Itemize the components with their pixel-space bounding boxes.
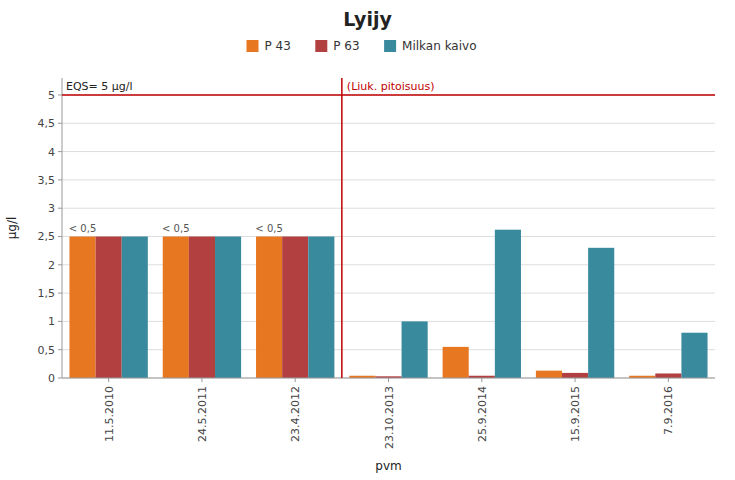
y-tick-label: 1 [48, 315, 55, 328]
y-tick-label: 4 [48, 146, 55, 159]
annotation: < 0,5 [162, 223, 189, 234]
y-tick-label: 2 [48, 259, 55, 272]
y-tick [58, 293, 62, 294]
reference-line [62, 94, 715, 96]
bar [215, 236, 241, 378]
legend-swatch [247, 40, 259, 52]
bar [308, 236, 334, 378]
y-axis-line [62, 78, 63, 378]
legend-label: Milkan kaivo [402, 39, 476, 53]
x-tick-label: 11.5.2010 [103, 386, 116, 442]
grid-line [62, 236, 715, 237]
y-tick [58, 123, 62, 124]
chart: Lyijy P 43 P 63 Milkan kaivo 0 0,5 1 1,5 2 2,5 3 3,… [0, 0, 735, 480]
legend-swatch [384, 40, 396, 52]
annotation: < 0,5 [255, 223, 282, 234]
grid [62, 95, 715, 378]
legend-label: P 43 [265, 39, 291, 53]
y-tick [58, 236, 62, 237]
x-tick [108, 378, 109, 382]
bar [256, 236, 282, 378]
y-tick-label: 1,5 [38, 287, 56, 300]
title: Lyijy [343, 8, 392, 30]
x-tick [295, 378, 296, 382]
grid-line [62, 123, 715, 124]
bar [562, 373, 588, 378]
x-tick [575, 378, 576, 382]
x-tick [388, 378, 389, 382]
y-tick [58, 208, 62, 209]
x-tick-label: 24.5.2011 [196, 386, 209, 442]
y-tick [58, 378, 62, 379]
y-tick [58, 94, 62, 95]
y-tick [58, 151, 62, 152]
reference-line [341, 78, 343, 378]
y-tick-label: 0,5 [38, 344, 56, 357]
x-axis: 11.5.2010 24.5.2011 23.4.2012 23.10.2013 25.… [62, 378, 715, 449]
bars [69, 230, 707, 378]
y-tick-label: 0 [48, 372, 55, 385]
bar [189, 236, 215, 378]
bar [536, 371, 562, 378]
legend: P 43 P 63 Milkan kaivo [247, 39, 477, 53]
y-tick-label: 4,5 [38, 117, 56, 130]
grid-line [62, 94, 715, 95]
grid-line [62, 293, 715, 294]
bar [69, 236, 95, 378]
x-tick [201, 378, 202, 382]
y-tick-label: 3,5 [38, 174, 56, 187]
y-tick [58, 179, 62, 180]
bar [122, 236, 148, 378]
x-tick [668, 378, 669, 382]
y-tick-label: 3 [48, 202, 55, 215]
x-tick-label: 25.9.2014 [476, 386, 489, 442]
reference-label: EQS= 5 μg/l [66, 80, 133, 93]
grid-line [62, 349, 715, 350]
x-axis-label: pvm [375, 459, 401, 473]
bar [282, 236, 308, 378]
y-tick [58, 349, 62, 350]
x-tick-label: 7.9.2016 [662, 386, 675, 435]
y-axis-label: μg/l [5, 217, 19, 240]
y-tick [58, 321, 62, 322]
grid-line [62, 179, 715, 180]
legend-swatch [315, 40, 327, 52]
reference-lines: EQS= 5 μg/l (Liuk. pitoisuus) [62, 78, 715, 378]
legend-label: P 63 [333, 39, 359, 53]
grid-line [62, 264, 715, 265]
bar [443, 347, 469, 378]
y-tick [58, 264, 62, 265]
bar [655, 373, 681, 378]
annotations: < 0,5 < 0,5 < 0,5 [69, 223, 283, 234]
reference-label: (Liuk. pitoisuus) [347, 80, 435, 93]
annotation: < 0,5 [69, 223, 96, 234]
bar [588, 248, 614, 378]
x-tick [481, 378, 482, 382]
grid-line [62, 321, 715, 322]
bar [402, 321, 428, 378]
y-tick-label: 2,5 [38, 230, 56, 243]
x-tick-label: 15.9.2015 [569, 386, 582, 442]
x-tick-label: 23.4.2012 [289, 386, 302, 442]
y-axis: 0 0,5 1 1,5 2 2,5 3 3,5 4 4,5 5 [38, 78, 63, 385]
grid-line [62, 151, 715, 152]
bar [163, 236, 189, 378]
x-tick-label: 23.10.2013 [383, 386, 396, 449]
y-tick-label: 5 [48, 89, 55, 102]
bar [495, 230, 521, 378]
bar [681, 333, 707, 378]
grid-line [62, 208, 715, 209]
bar [96, 236, 122, 378]
